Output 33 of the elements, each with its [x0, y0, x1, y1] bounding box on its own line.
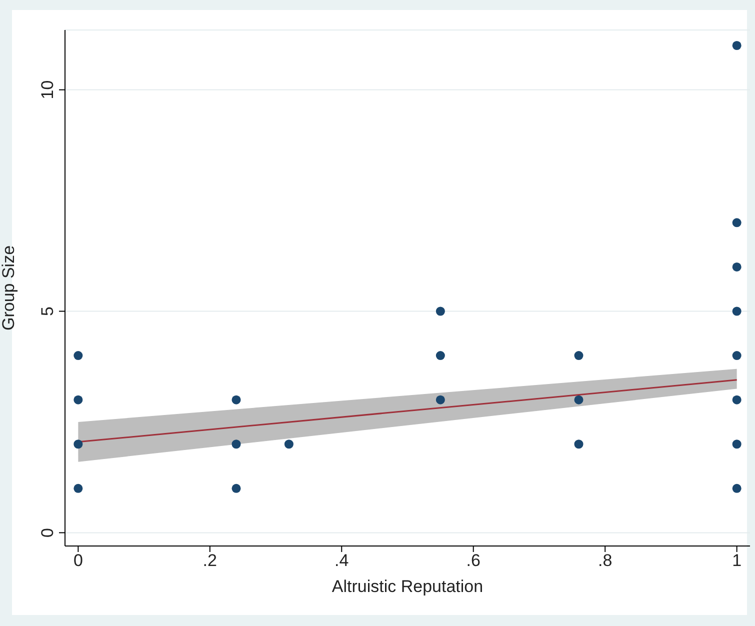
point — [284, 440, 294, 449]
x-tick-label: .8 — [598, 551, 612, 570]
point — [574, 351, 584, 360]
x-tick-label: 0 — [73, 551, 83, 570]
y-tick-label: 0 — [38, 528, 57, 538]
x-tick-label: .2 — [202, 551, 217, 570]
point — [232, 395, 241, 404]
point — [732, 306, 742, 316]
x-tick-label: .4 — [334, 551, 349, 570]
y-tick-label: 5 — [38, 306, 57, 316]
x-tick-label: 1 — [732, 551, 742, 570]
point — [732, 440, 742, 449]
point — [436, 395, 445, 404]
point — [732, 395, 742, 404]
point — [436, 351, 445, 360]
point — [74, 440, 83, 449]
x-tick-label: .6 — [466, 551, 480, 570]
y-tick-label: 10 — [38, 80, 57, 100]
point — [436, 306, 445, 316]
point — [574, 440, 584, 449]
point — [232, 440, 241, 449]
point — [574, 395, 584, 404]
point — [732, 484, 742, 493]
point — [74, 484, 83, 493]
point — [74, 395, 83, 404]
point — [232, 484, 241, 493]
point — [732, 40, 742, 50]
x-axis-title: Altruistic Reputation — [332, 577, 484, 596]
y-axis-title: Group Size — [0, 245, 18, 331]
point — [732, 351, 742, 360]
point — [74, 351, 83, 360]
point — [732, 218, 742, 228]
point — [732, 262, 742, 272]
